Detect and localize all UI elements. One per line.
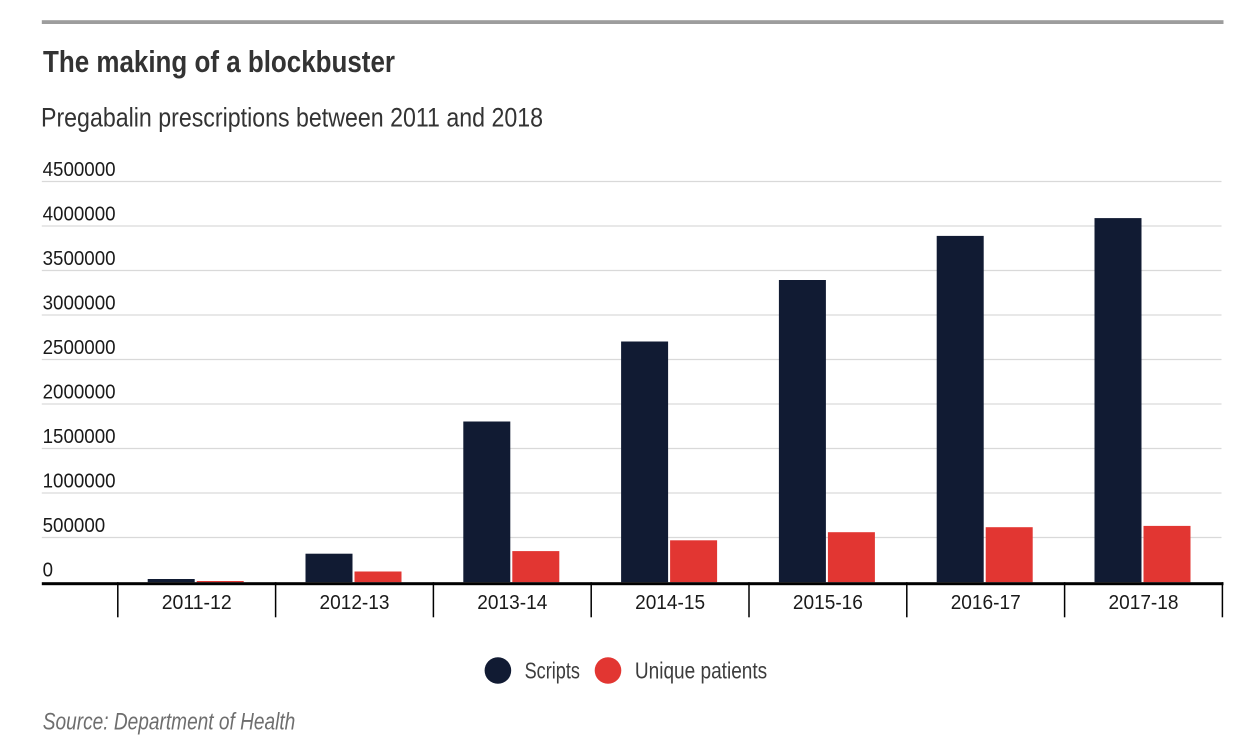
svg-text:2017-18: 2017-18 (1109, 591, 1179, 614)
svg-text:4000000: 4000000 (43, 202, 116, 225)
svg-text:1000000: 1000000 (43, 469, 116, 492)
svg-text:2013-14: 2013-14 (477, 591, 547, 614)
svg-text:2014-15: 2014-15 (635, 591, 705, 614)
svg-text:Unique patients: Unique patients (635, 657, 767, 683)
svg-text:Source: Department of Health: Source: Department of Health (43, 709, 295, 736)
svg-text:2500000: 2500000 (43, 336, 116, 359)
svg-text:Pregabalin prescriptions betwe: Pregabalin prescriptions between 2011 an… (41, 102, 543, 132)
svg-text:2015-16: 2015-16 (793, 591, 863, 614)
svg-text:2016-17: 2016-17 (951, 591, 1021, 614)
svg-text:2012-13: 2012-13 (320, 591, 390, 614)
svg-text:1500000: 1500000 (43, 425, 116, 448)
svg-text:The making of a blockbuster: The making of a blockbuster (43, 44, 395, 79)
svg-text:3000000: 3000000 (43, 291, 116, 314)
svg-text:500000: 500000 (43, 514, 106, 537)
svg-text:3500000: 3500000 (43, 247, 116, 270)
svg-text:2011-12: 2011-12 (162, 591, 232, 614)
svg-text:2000000: 2000000 (43, 380, 116, 403)
svg-text:0: 0 (43, 558, 53, 581)
svg-text:4500000: 4500000 (43, 158, 116, 181)
svg-text:Scripts: Scripts (525, 657, 580, 683)
